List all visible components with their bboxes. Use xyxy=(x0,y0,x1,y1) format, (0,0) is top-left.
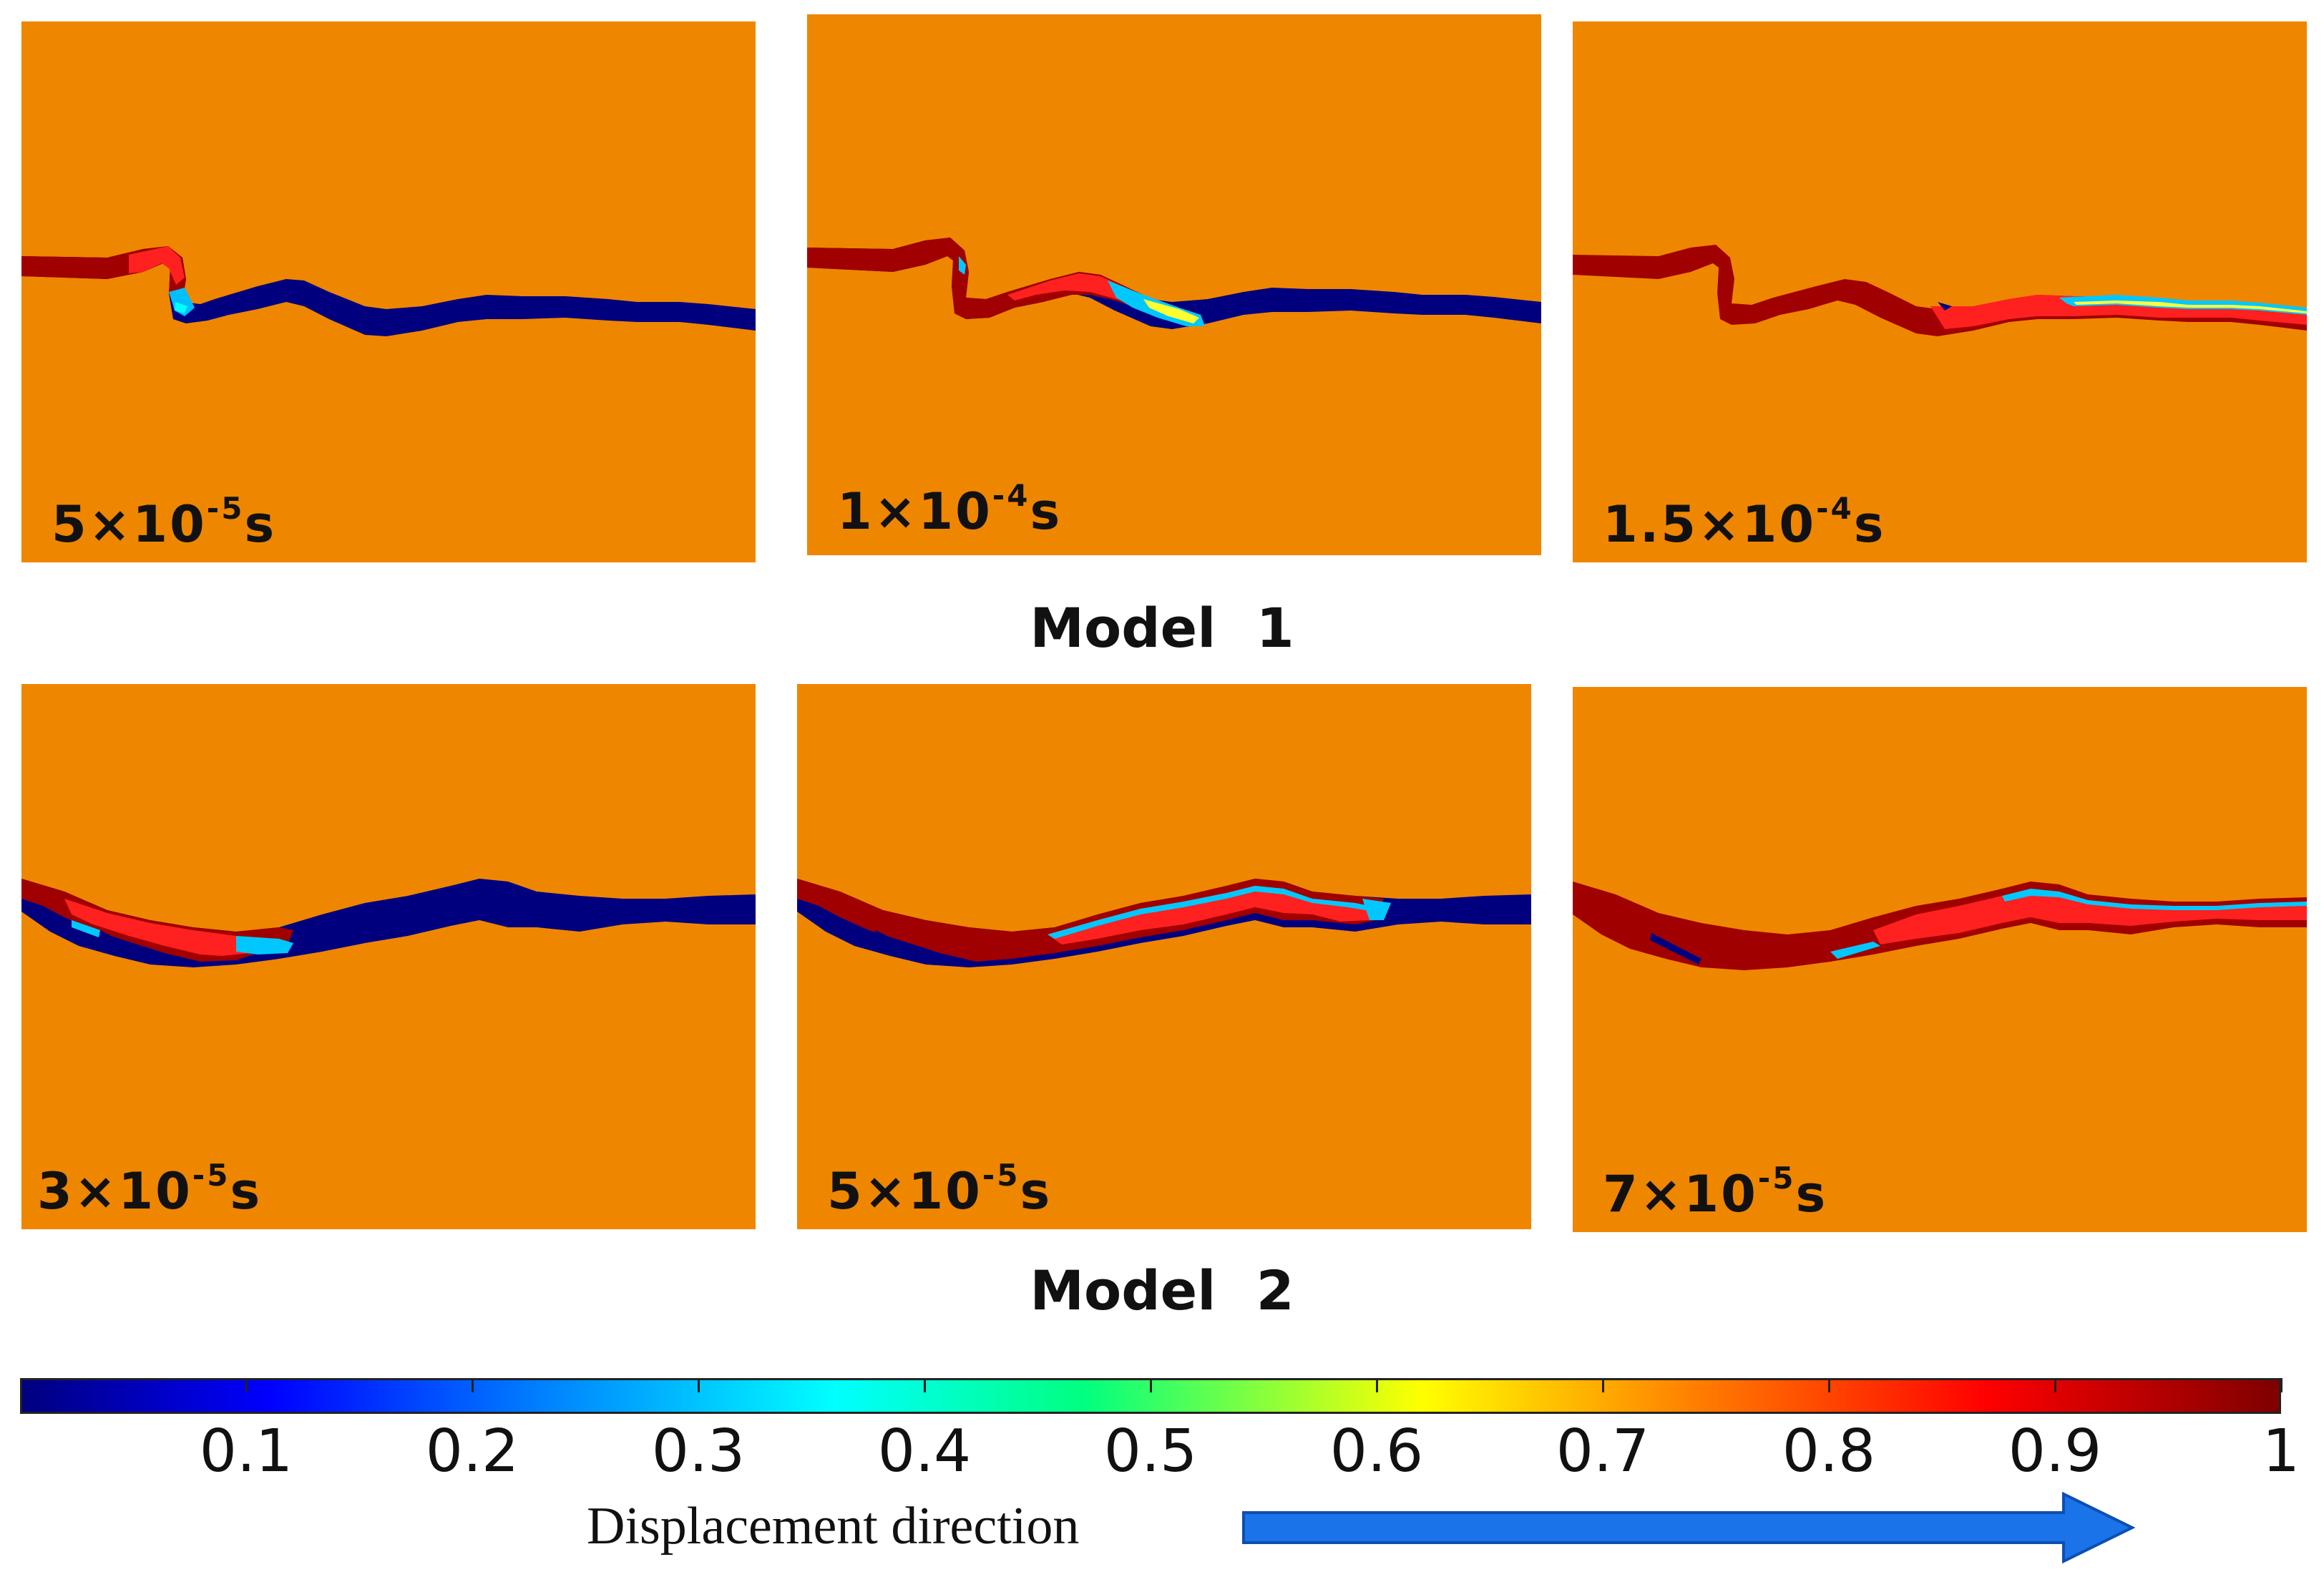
colorbar-tick xyxy=(1375,1378,1378,1392)
colorbar-tick xyxy=(1149,1378,1152,1392)
panel-model2-time2: 5×10-5s xyxy=(797,684,1531,1229)
colorbar-tick-label: 1 xyxy=(2262,1417,2300,1485)
colorbar-tick-label: 0.8 xyxy=(1782,1417,1876,1485)
time-label-model1-time2: 1×10-4s xyxy=(837,477,1063,541)
colorbar-tick xyxy=(1827,1378,1830,1392)
colorbar-tick-label: 0.1 xyxy=(199,1417,293,1485)
time-label-model2-time3: 7×10-5s xyxy=(1603,1160,1828,1224)
fracture-field-model2-time2 xyxy=(797,879,1531,967)
panel-model2-time3: 7×10-5s xyxy=(1573,687,2307,1232)
fracture-field-model2-time3 xyxy=(1573,882,2307,970)
colorbar-tick xyxy=(697,1378,700,1392)
time-label-model1-time1: 5×10-5s xyxy=(52,490,277,554)
fracture-field-model1-time1 xyxy=(21,246,756,336)
colorbar-tick xyxy=(1601,1378,1604,1392)
colorbar-tick xyxy=(471,1378,474,1392)
colorbar-tick xyxy=(2280,1378,2282,1392)
colorbar-tick-label: 0.9 xyxy=(2008,1417,2102,1485)
colorbar-tick xyxy=(2054,1378,2056,1392)
panel-model1-time3: 1.5×10-4s xyxy=(1573,21,2307,562)
colorbar-tick xyxy=(923,1378,926,1392)
colorbar-tick-label: 0.4 xyxy=(877,1417,972,1485)
panel-model1-time2: 1×10-4s xyxy=(807,14,1541,555)
colorbar-tick-label: 0.7 xyxy=(1556,1417,1650,1485)
panel-model1-time1: 5×10-5s xyxy=(21,21,756,562)
colorbar-tick xyxy=(245,1378,248,1392)
fracture-field-model2-time1 xyxy=(21,879,756,967)
colorbar-tick-label: 0.6 xyxy=(1329,1417,1424,1485)
time-label-model2-time2: 5×10-5s xyxy=(827,1157,1053,1221)
colorbar-tick-label: 0.3 xyxy=(651,1417,746,1485)
model1-title: Model 1 xyxy=(1030,596,1294,660)
time-label-model2-time1: 3×10-5s xyxy=(37,1157,263,1221)
fracture-field-model1-time3 xyxy=(1573,245,2307,336)
colorbar-tick-label: 0.5 xyxy=(1103,1417,1198,1485)
time-label-model1-time3: 1.5×10-4s xyxy=(1603,490,1886,554)
panel-model2-time1: 3×10-5s xyxy=(21,684,756,1229)
displacement-direction-label: Displacement direction xyxy=(587,1497,1080,1556)
colorbar-tick-label: 0.2 xyxy=(425,1417,519,1485)
fracture-field-model1-time2 xyxy=(807,238,1541,329)
model2-title: Model 2 xyxy=(1030,1259,1294,1322)
right-arrow-icon xyxy=(1242,1491,2135,1564)
